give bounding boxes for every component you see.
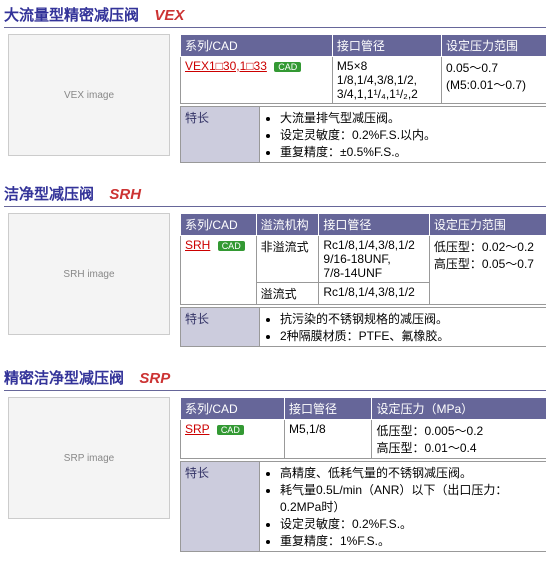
series-link[interactable]: SRH — [185, 238, 210, 252]
col-mech: 溢流机构 — [256, 214, 319, 236]
feature-item: 大流量排气型减压阀。 — [280, 109, 545, 126]
features-table: 特长 高精度、低耗气量的不锈钢减压阀。 耗气量0.5L/min（ANR）以下（出… — [180, 461, 546, 552]
mech-cell: 非溢流式 — [256, 236, 319, 283]
features-cell: 大流量排气型减压阀。 设定灵敏度：0.2%F.S.以内。 重复精度：±0.5%F… — [260, 107, 546, 163]
pressure-cell: 低压型：0.005～0.2 高压型：0.01～0.4 — [372, 420, 546, 459]
product-thumb: VEX image — [4, 34, 174, 165]
port-cell: M5,1/8 — [285, 420, 372, 459]
product-thumb: SRH image — [4, 213, 174, 349]
pressure-cell: 0.05～0.7 (M5:0.01～0.7) — [441, 57, 546, 104]
pressure-cell: 低压型：0.02～0.2 高压型：0.05～0.7 — [429, 236, 546, 305]
col-port: 接口管径 — [332, 35, 441, 57]
section-code: VEX — [154, 7, 184, 24]
section-header: 大流量型精密减压阀 VEX — [4, 4, 546, 28]
col-pressure: 设定压力范围 — [429, 214, 546, 236]
port-cell: Rc1/8,1/4,3/8,1/2 9/16-18UNF, 7/8-14UNF — [319, 236, 430, 283]
series-cell: SRH CAD — [181, 236, 257, 305]
port-cell: M5×8 1/8,1/4,3/8,1/2, 3/4,1,1¹/₄,1¹/₂,2 — [332, 57, 441, 104]
product-image-placeholder: VEX image — [8, 34, 170, 156]
cad-badge[interactable]: CAD — [274, 62, 301, 72]
feature-item: 重复精度：1%F.S.。 — [280, 532, 545, 549]
section-code: SRH — [109, 186, 141, 203]
features-table: 特长 大流量排气型减压阀。 设定灵敏度：0.2%F.S.以内。 重复精度：±0.… — [180, 106, 546, 163]
col-pressure: 设定压力（MPa） — [372, 398, 546, 420]
section-title: 洁净型减压阀 — [4, 186, 94, 203]
series-cell: VEX1□30,1□33 CAD — [181, 57, 333, 104]
col-series: 系列/CAD — [181, 35, 333, 57]
product-image-placeholder: SRP image — [8, 397, 170, 519]
feature-item: 重复精度：±0.5%F.S.。 — [280, 143, 545, 160]
product-image-placeholder: SRH image — [8, 213, 170, 335]
section-header: 精密洁净型减压阀 SRP — [4, 367, 546, 391]
feature-item: 抗污染的不锈钢规格的减压阀。 — [280, 310, 545, 327]
cad-badge[interactable]: CAD — [218, 241, 245, 251]
port-cell: Rc1/8,1/4,3/8,1/2 — [319, 283, 430, 305]
spec-table: 系列/CAD 溢流机构 接口管径 设定压力范围 SRH CAD 非溢流式 Rc1… — [180, 213, 546, 305]
section-srh: 洁净型减压阀 SRH SRH image 系列/CAD 溢流机构 接口管径 设定… — [4, 183, 546, 349]
col-series: 系列/CAD — [181, 398, 285, 420]
feature-item: 2种隔膜材质：PTFE、氟橡胶。 — [280, 327, 545, 344]
section-code: SRP — [139, 370, 170, 387]
spec-table: 系列/CAD 接口管径 设定压力（MPa） SRP CAD M5,1/8 低压型… — [180, 397, 546, 459]
feature-item: 高精度、低耗气量的不锈钢减压阀。 — [280, 464, 545, 481]
features-label: 特长 — [181, 462, 260, 552]
cad-badge[interactable]: CAD — [217, 425, 244, 435]
section-srp: 精密洁净型减压阀 SRP SRP image 系列/CAD 接口管径 设定压力（… — [4, 367, 546, 554]
features-cell: 高精度、低耗气量的不锈钢减压阀。 耗气量0.5L/min（ANR）以下（出口压力… — [260, 462, 546, 552]
feature-item: 设定灵敏度：0.2%F.S.。 — [280, 515, 545, 532]
series-link[interactable]: VEX1□30,1□33 — [185, 59, 267, 73]
section-vex: 大流量型精密减压阀 VEX VEX image 系列/CAD 接口管径 设定压力… — [4, 4, 546, 165]
product-thumb: SRP image — [4, 397, 174, 554]
features-label: 特长 — [181, 308, 260, 347]
section-title: 精密洁净型减压阀 — [4, 370, 124, 387]
col-port: 接口管径 — [285, 398, 372, 420]
section-header: 洁净型减压阀 SRH — [4, 183, 546, 207]
col-series: 系列/CAD — [181, 214, 257, 236]
series-cell: SRP CAD — [181, 420, 285, 459]
section-title: 大流量型精密减压阀 — [4, 7, 139, 24]
features-label: 特长 — [181, 107, 260, 163]
feature-item: 设定灵敏度：0.2%F.S.以内。 — [280, 126, 545, 143]
features-table: 特长 抗污染的不锈钢规格的减压阀。 2种隔膜材质：PTFE、氟橡胶。 — [180, 307, 546, 347]
col-pressure: 设定压力范围 — [441, 35, 546, 57]
spec-table: 系列/CAD 接口管径 设定压力范围 VEX1□30,1□33 CAD M5×8… — [180, 34, 546, 104]
col-port: 接口管径 — [319, 214, 430, 236]
series-link[interactable]: SRP — [185, 422, 209, 436]
feature-item: 耗气量0.5L/min（ANR）以下（出口压力：0.2MPa时） — [280, 481, 545, 515]
features-cell: 抗污染的不锈钢规格的减压阀。 2种隔膜材质：PTFE、氟橡胶。 — [260, 308, 546, 347]
mech-cell: 溢流式 — [256, 283, 319, 305]
